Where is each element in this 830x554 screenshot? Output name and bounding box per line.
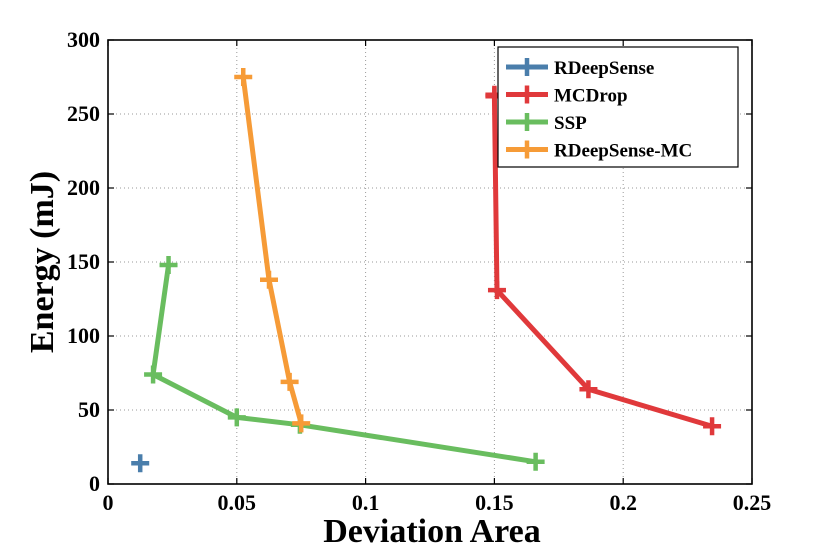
data-point-ssp: [526, 452, 545, 471]
x-tick-label: 0.05: [218, 490, 257, 515]
legend-marker: [518, 58, 536, 76]
series-rdeepsense-mc: [234, 68, 311, 433]
data-point-rdeepsense: [131, 454, 150, 473]
x-tick-label: 0.2: [609, 490, 637, 515]
legend-marker: [518, 113, 536, 131]
legend-item-ssp: SSP: [506, 113, 587, 134]
legend-label: RDeepSense: [554, 58, 654, 79]
y-tick-label: 50: [78, 397, 100, 422]
series-layer: [131, 68, 722, 473]
y-tick-label: 0: [89, 471, 100, 496]
legend-item-rdeepsense-mc: RDeepSense-MC: [506, 140, 692, 162]
y-tick-label: 150: [67, 249, 100, 274]
legend-label: RDeepSense-MC: [554, 141, 692, 162]
series-line-rdeepsense-mc: [240, 74, 304, 426]
tick-labels: 0 0.05 0.1 0.15 0.2 0.25 0 50 100 150 200 250 300: [67, 27, 771, 515]
data-point-mcdrop: [703, 417, 722, 436]
y-tick-label: 300: [67, 27, 100, 52]
x-tick-label: 0.1: [352, 490, 380, 515]
data-point-rdeepsense-mc: [280, 372, 299, 391]
data-point-ssp: [144, 365, 163, 384]
data-point-ssp: [227, 408, 246, 427]
ticks: [107, 39, 753, 485]
x-axis-title: Deviation Area: [323, 513, 541, 550]
data-point-rdeepsense-mc: [234, 68, 253, 86]
legend-marker: [518, 85, 536, 104]
data-point-mcdrop: [579, 380, 598, 399]
x-tick-label: 0: [103, 490, 114, 515]
legend-item-rdeepsense: RDeepSense: [506, 58, 654, 79]
y-tick-label: 100: [67, 323, 100, 348]
data-point-rdeepsense-mc: [292, 414, 311, 433]
x-tick-label: 0.15: [475, 490, 514, 515]
y-tick-label: 200: [67, 175, 100, 200]
series-rdeepsense: [131, 454, 150, 473]
legend-items: RDeepSense MCDrop SSP RDeepSense-MC: [506, 58, 692, 162]
legend: RDeepSense MCDrop SSP RDeepSense-MC: [497, 46, 739, 168]
legend-item-mcdrop: MCDrop: [506, 85, 628, 107]
legend-label: SSP: [554, 113, 587, 134]
data-point-rdeepsense-mc: [260, 270, 278, 289]
series-mcdrop: [485, 85, 722, 436]
x-tick-label: 0.25: [733, 490, 772, 515]
legend-marker: [518, 140, 536, 159]
y-axis-title: Energy (mJ): [24, 171, 61, 353]
data-point-mcdrop: [487, 281, 506, 300]
y-tick-label: 250: [67, 101, 100, 126]
data-point-ssp: [159, 255, 178, 274]
legend-label: MCDrop: [554, 86, 628, 107]
